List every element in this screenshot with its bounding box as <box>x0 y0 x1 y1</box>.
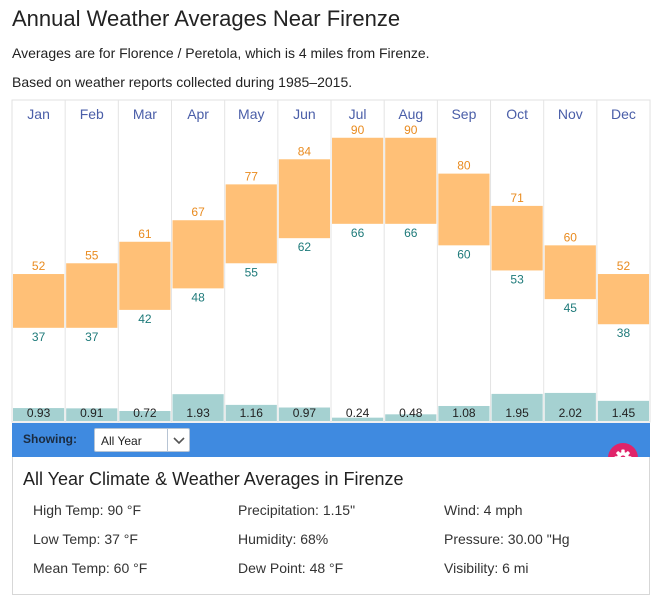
precip-bar <box>332 417 384 421</box>
low-temp-label: 48 <box>191 290 205 304</box>
weather-chart: Jan 52 37 0.93 Feb 55 37 0.91 Mar 61 42 0.72 Apr 67 48… <box>11 99 651 423</box>
temp-range-bar <box>13 274 65 328</box>
summary-title: All Year Climate & Weather Averages in F… <box>23 469 404 489</box>
temp-range-bar <box>119 241 171 310</box>
temp-range-bar <box>66 263 118 328</box>
high-temp-label: 60 <box>564 230 578 244</box>
temp-range-bar <box>438 173 490 246</box>
precip-bar <box>225 404 277 421</box>
precip-label: 0.91 <box>80 406 104 420</box>
precip-label: 1.45 <box>612 406 636 420</box>
humidity-stat: Humidity: 68% <box>238 531 329 547</box>
precip-label: 1.16 <box>240 406 264 420</box>
month-label: Nov <box>558 106 583 122</box>
high-temp-label: 90 <box>404 123 418 137</box>
month-label: Jan <box>27 106 50 122</box>
month-label: Feb <box>80 106 104 122</box>
precipitation-stat: Precipitation: 1.15" <box>238 502 356 518</box>
precip-bar <box>278 407 331 421</box>
dew-point-stat: Dew Point: 48 °F <box>238 560 344 576</box>
high-temp-stat: High Temp: 90 °F <box>33 502 142 518</box>
temp-range-bar <box>385 137 437 224</box>
low-temp-label: 45 <box>564 301 578 315</box>
precip-label: 1.93 <box>186 406 210 420</box>
temp-range-bar <box>544 245 596 300</box>
visibility-stat: Visibility: 6 mi <box>444 560 529 576</box>
month-label: May <box>238 106 264 122</box>
precip-label: 1.08 <box>452 406 476 420</box>
mean-temp-stat: Mean Temp: 60 °F <box>33 560 148 576</box>
month-label: Aug <box>398 106 423 122</box>
low-temp-label: 53 <box>510 272 524 286</box>
precip-label: 0.72 <box>133 406 157 420</box>
precip-label: 0.24 <box>346 406 370 420</box>
high-temp-label: 52 <box>32 259 46 273</box>
high-temp-label: 67 <box>191 205 205 219</box>
high-temp-label: 71 <box>510 191 524 205</box>
temp-range-bar <box>225 184 277 264</box>
chevron-down-icon[interactable] <box>167 429 189 451</box>
precip-bar <box>491 393 543 421</box>
low-temp-label: 55 <box>245 265 259 279</box>
low-temp-label: 60 <box>457 247 471 261</box>
period-select-value: All Year <box>101 434 142 448</box>
precip-bar <box>119 410 171 421</box>
period-note: Based on weather reports collected durin… <box>12 74 353 90</box>
temp-range-bar <box>491 205 543 271</box>
page-title: Annual Weather Averages Near Firenze <box>12 6 401 31</box>
high-temp-label: 52 <box>617 259 631 273</box>
precip-bar <box>13 408 65 421</box>
month-label: Apr <box>187 106 209 122</box>
low-temp-label: 37 <box>32 330 46 344</box>
month-label: Oct <box>506 106 528 122</box>
high-temp-label: 80 <box>457 159 471 173</box>
high-temp-label: 84 <box>298 144 312 158</box>
temp-range-bar <box>172 220 224 289</box>
low-temp-label: 42 <box>138 312 152 326</box>
low-temp-label: 37 <box>85 330 99 344</box>
month-label: Jul <box>349 106 367 122</box>
month-label: Dec <box>611 106 636 122</box>
low-temp-label: 66 <box>351 226 365 240</box>
high-temp-label: 77 <box>245 169 259 183</box>
low-temp-label: 66 <box>404 226 418 240</box>
low-temp-stat: Low Temp: 37 °F <box>33 531 138 547</box>
period-select[interactable]: All Year <box>94 428 190 452</box>
month-label: Sep <box>451 106 476 122</box>
high-temp-label: 55 <box>85 248 99 262</box>
low-temp-label: 38 <box>617 326 631 340</box>
month-label: Jun <box>293 106 316 122</box>
summary-panel: All Year Climate & Weather Averages in F… <box>12 457 650 595</box>
temp-range-bar <box>278 159 331 239</box>
station-note: Averages are for Florence / Peretola, wh… <box>12 45 430 61</box>
wind-stat: Wind: 4 mph <box>444 502 523 518</box>
precip-label: 0.48 <box>399 406 423 420</box>
showing-label: Showing: <box>23 432 77 446</box>
precip-bar <box>544 392 596 421</box>
temp-range-bar <box>332 137 384 224</box>
high-temp-label: 90 <box>351 123 365 137</box>
temp-range-bar <box>597 274 650 325</box>
precip-label: 0.93 <box>27 406 51 420</box>
precip-bar <box>385 414 437 421</box>
low-temp-label: 62 <box>298 240 312 254</box>
month-label: Mar <box>133 106 157 122</box>
precip-label: 2.02 <box>559 406 583 420</box>
precip-bar <box>66 408 118 421</box>
high-temp-label: 61 <box>138 227 152 241</box>
precip-bar <box>172 394 224 421</box>
precip-label: 1.95 <box>505 406 529 420</box>
pressure-stat: Pressure: 30.00 "Hg <box>444 531 570 547</box>
showing-bar: Showing: All Year <box>12 423 650 457</box>
precip-label: 0.97 <box>293 406 317 420</box>
precip-bar <box>438 405 490 421</box>
precip-bar <box>597 400 650 421</box>
